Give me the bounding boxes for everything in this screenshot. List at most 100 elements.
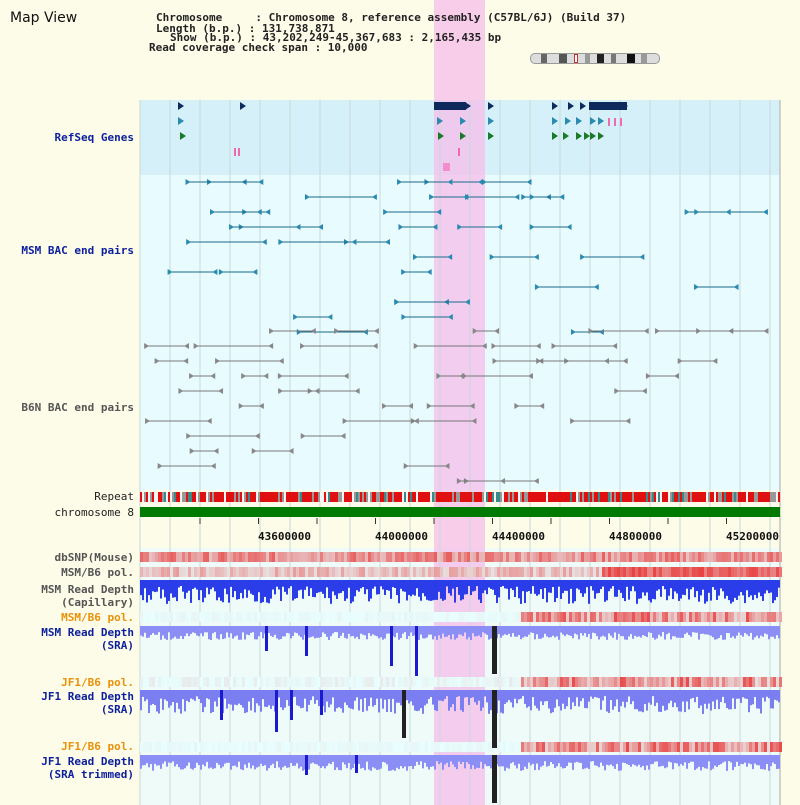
pol-cell [509,677,512,687]
pol-cell [335,612,338,622]
pol-cell [236,742,239,752]
pol-cell [638,567,641,577]
depth-bar [398,690,400,703]
pol-cell [521,612,524,622]
depth-bar [530,690,532,711]
depth-bar [692,755,694,762]
depth-bar [486,580,488,595]
track-label-b6n-bac[interactable]: B6N BAC end pairs [21,401,134,414]
pol-cell [260,552,263,562]
depth-bar [690,626,692,637]
depth-bar [482,580,484,594]
repeat-cell [724,492,726,502]
track-label-refseq[interactable]: RefSeq Genes [54,131,134,144]
depth-bar [704,690,706,704]
pol-cell [491,567,494,577]
bac-end [694,284,700,290]
depth-bar [696,690,698,697]
repeat-cell [266,492,268,502]
pol-cell [395,612,398,622]
pol-cell [764,567,767,577]
pol-cell [314,742,317,752]
depth-bar [722,690,724,697]
repeat-cell [340,492,342,502]
pol-cell [686,552,689,562]
pol-cell [518,567,521,577]
pol-cell [167,552,170,562]
pol-cell [536,612,539,622]
depth-bar [224,755,226,764]
pol-cell [551,567,554,577]
depth-bar [778,690,780,703]
depth-bar [688,690,690,710]
depth-bar [386,580,388,590]
depth-bar [364,626,366,636]
pol-cell [464,567,467,577]
depth-bar [440,690,442,701]
depth-bar [220,580,222,601]
repeat-cell [336,492,338,502]
depth-bar [772,690,774,709]
depth-bar [770,755,772,767]
pol-cell [524,612,527,622]
depth-bar [432,755,434,767]
depth-bar [600,580,602,590]
pol-cell [617,552,620,562]
pol-cell [470,612,473,622]
pol-cell [491,677,494,687]
repeat-cell [414,492,416,502]
depth-bar [472,755,474,766]
pol-cell [140,567,143,577]
gene-mark [620,118,622,126]
depth-bar [312,690,314,697]
depth-bar [584,580,586,594]
pol-cell [317,612,320,622]
pol-cell [338,742,341,752]
depth-bar [184,755,186,769]
depth-bar [150,580,152,600]
repeat-cell [318,492,320,502]
depth-bar [530,626,532,633]
repeat-cell [184,492,186,502]
pol-cell [656,567,659,577]
depth-bar [320,755,322,768]
depth-bar [576,690,578,698]
pol-cell [245,552,248,562]
bac-end [426,403,432,409]
pol-cell [227,552,230,562]
depth-bar [456,690,458,698]
pol-cell [434,552,437,562]
pol-cell [299,677,302,687]
depth-bar [448,626,450,636]
depth-bar [674,580,676,592]
repeat-cell [630,492,632,502]
track-label-msm-bac[interactable]: MSM BAC end pairs [21,244,134,257]
bac-end [238,403,244,409]
pol-cell [212,567,215,577]
pol-cell [773,677,776,687]
depth-bar [486,626,488,635]
pol-cell [158,612,161,622]
depth-bar [340,580,342,593]
depth-bar [626,626,628,640]
depth-bar [228,755,230,763]
pol-cell [653,567,656,577]
pol-cell [542,567,545,577]
bac-end [278,358,284,364]
pol-cell [764,677,767,687]
pol-cell [701,552,704,562]
pol-cell [665,677,668,687]
repeat-cell [710,492,712,502]
depth-bar [286,626,288,633]
depth-bar [334,626,336,633]
depth-bar [180,690,182,714]
depth-bar [646,626,648,638]
pol-cell [452,677,455,687]
depth-bar [764,690,766,702]
pol-cell [485,677,488,687]
chromosome-ideogram[interactable] [530,53,660,64]
pol-cell [173,742,176,752]
repeat-cell [592,492,594,502]
repeat-cell [548,492,550,502]
